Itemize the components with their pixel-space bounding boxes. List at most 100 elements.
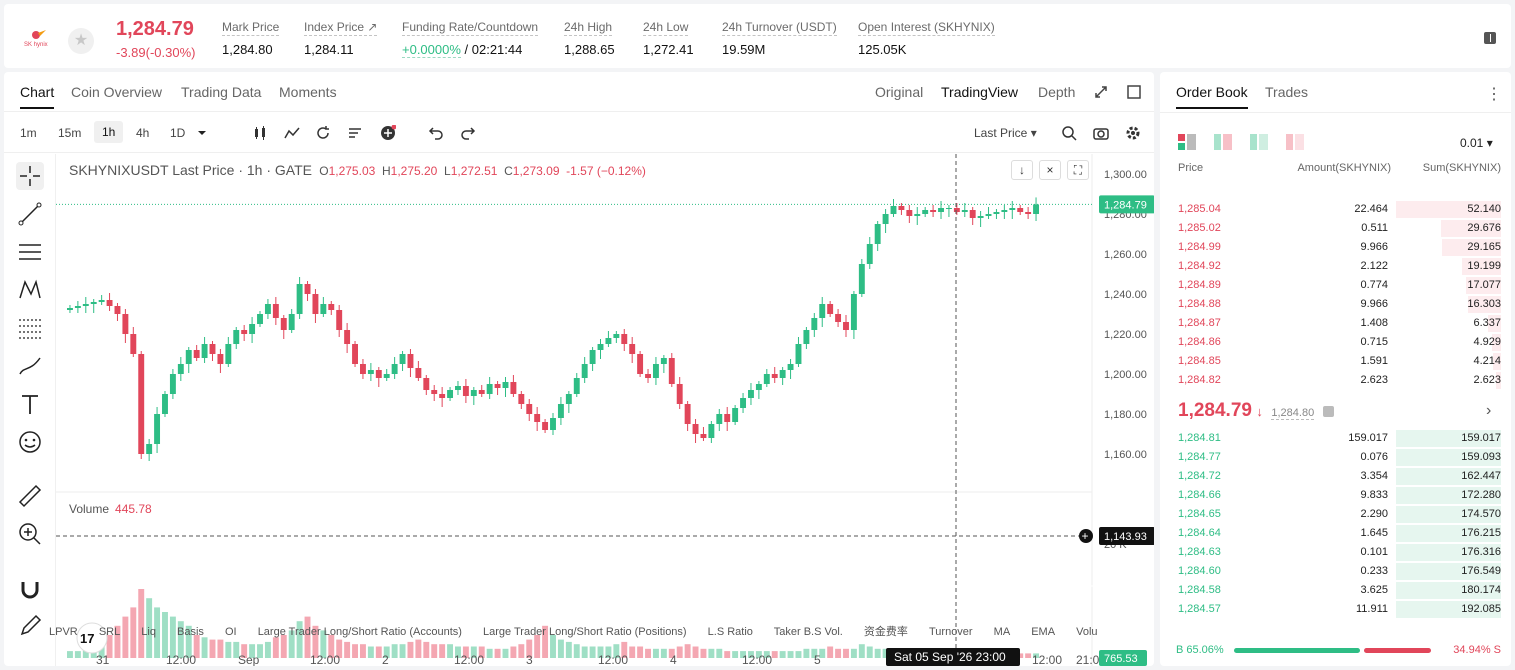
bid-row[interactable]: 1,284.66 9.833 172.280 [1160,486,1511,505]
template-icon[interactable] [347,125,363,141]
bid-row[interactable]: 1,284.64 1.645 176.215 [1160,524,1511,543]
refresh-icon[interactable] [315,125,331,141]
tab-chart[interactable]: Chart [20,84,55,109]
ask-row[interactable]: 1,284.85 1.591 4.214 [1160,352,1511,371]
magnet-tool-icon[interactable] [16,574,44,602]
interval-15m[interactable]: 15m [58,126,82,140]
indicator-icon[interactable] [284,125,300,141]
ask-row[interactable]: 1,285.04 22.464 52.140 [1160,200,1511,219]
indicator-srl[interactable]: SRL [98,626,121,638]
bid-row[interactable]: 1,284.72 3.354 162.447 [1160,467,1511,486]
ask-row[interactable]: 1,284.86 0.715 4.929 [1160,333,1511,352]
ruler-tool-icon[interactable] [16,482,44,510]
ask-price: 1,284.82 [1178,374,1221,386]
favorite-star-icon[interactable]: ★ [68,28,94,54]
interval-1d[interactable]: 1D [170,126,186,140]
indicator-funding-rate[interactable]: 资金费率 [863,626,908,638]
search-icon[interactable] [1061,125,1077,141]
book-green-icon[interactable] [1250,134,1268,150]
interval-4h[interactable]: 4h [136,126,150,140]
candles-icon[interactable] [252,125,268,141]
price-source-select[interactable]: Last Price ▾ [974,126,1037,140]
indicator-volume[interactable]: Volu [1076,626,1098,638]
collapse-button[interactable]: × [1039,160,1061,180]
indicator-basis[interactable]: Basis [177,626,204,638]
view-depth[interactable]: Depth [1038,84,1076,100]
bid-row[interactable]: 1,284.58 3.625 180.174 [1160,581,1511,600]
bid-row[interactable]: 1,284.81 159.017 159.017 [1160,429,1511,448]
buy-ratio-bar [1234,648,1360,653]
tab-trades[interactable]: Trades [1265,84,1309,100]
fib-tool-icon[interactable] [16,314,44,342]
zoom-in-tool-icon[interactable] [16,520,44,548]
ask-row[interactable]: 1,285.02 0.511 29.676 [1160,219,1511,238]
undo-icon[interactable] [428,125,444,141]
add-indicator-icon[interactable] [380,125,396,141]
volume-bar [803,648,810,658]
book-icon[interactable] [1482,30,1498,46]
bid-row[interactable]: 1,284.63 0.101 176.316 [1160,543,1511,562]
text-tool-icon[interactable] [16,390,44,418]
view-original[interactable]: Original [875,84,924,100]
ask-row[interactable]: 1,284.87 1.408 6.337 [1160,314,1511,333]
window-icon[interactable] [1126,84,1142,100]
view-tradingview[interactable]: TradingView [941,84,1019,100]
tab-coin-overview[interactable]: Coin Overview [71,84,163,100]
price-chart[interactable]: 1,300.001,280.001,260.001,240.001,220.00… [56,154,1154,666]
tab-trading-data[interactable]: Trading Data [181,84,262,100]
indicator-lt-accounts[interactable]: Large Trader Long/Short Ratio (Accounts) [257,626,462,638]
precision-select[interactable]: 0.01 ▾ [1460,136,1493,150]
redo-icon[interactable] [460,125,476,141]
indicator-ma[interactable]: MA [993,626,1011,638]
interval-1h[interactable]: 1h [94,121,124,143]
indicator-taker-vol[interactable]: Taker B.S Vol. [773,626,843,638]
book-both-icon[interactable] [1178,134,1196,150]
indicator-lpvr[interactable]: LPVR [49,626,78,638]
indicator-oi[interactable]: OI [225,626,237,638]
bid-row[interactable]: 1,284.65 2.290 174.570 [1160,505,1511,524]
bid-row[interactable]: 1,284.60 0.233 176.549 [1160,562,1511,581]
indicator-liq[interactable]: Liq [141,626,156,638]
camera-icon[interactable] [1093,125,1109,141]
crosshair-tool-icon[interactable] [16,162,44,190]
bid-row[interactable]: 1,284.57 11.911 192.085 [1160,600,1511,619]
mid-price[interactable]: 1,284.79 ↓ 1,284.80 [1178,400,1334,422]
chevron-down-icon[interactable] [196,127,208,139]
stat-label[interactable]: Funding Rate/Countdown [402,20,539,36]
stat-label[interactable]: Mark Price [222,20,280,36]
more-vertical-icon[interactable]: ⋮ [1486,86,1502,103]
indicator-ls-ratio[interactable]: L.S Ratio [707,626,753,638]
candle-body [67,308,73,310]
stat-label[interactable]: Open Interest (SKHYNIX) [858,20,995,36]
pattern-tool-icon[interactable] [16,276,44,304]
book-asks-icon[interactable] [1286,134,1304,150]
bid-price: 1,284.64 [1178,527,1221,539]
ask-row[interactable]: 1,284.89 0.774 17.077 [1160,276,1511,295]
expand-icon[interactable] [1093,84,1109,100]
book-bids-icon[interactable] [1214,134,1232,150]
fullscreen-button[interactable]: ⛶ [1067,160,1089,180]
ask-row[interactable]: 1,284.99 9.966 29.165 [1160,238,1511,257]
tab-moments[interactable]: Moments [279,84,337,100]
stat-label[interactable]: 24h Turnover (USDT) [722,20,837,36]
emoji-tool-icon[interactable] [16,428,44,456]
indicator-lt-positions[interactable]: Large Trader Long/Short Ratio (Positions… [482,626,687,638]
ask-row[interactable]: 1,284.88 9.966 16.303 [1160,295,1511,314]
tab-order-book[interactable]: Order Book [1176,84,1248,109]
brush-tool-icon[interactable] [16,352,44,380]
funding-rate-value[interactable]: +0.0000% [402,42,461,58]
trend-line-tool-icon[interactable] [16,200,44,228]
volume-bar [225,641,232,658]
bid-row[interactable]: 1,284.77 0.076 159.093 [1160,448,1511,467]
horizontal-lines-tool-icon[interactable] [16,238,44,266]
indicator-ema[interactable]: EMA [1031,626,1056,638]
stat-label[interactable]: Index Price ↗ [304,20,378,36]
pencil-tool-icon[interactable] [16,612,44,640]
ask-row[interactable]: 1,284.92 2.122 19.199 [1160,257,1511,276]
ask-row[interactable]: 1,284.82 2.623 2.623 [1160,371,1511,390]
scroll-down-button[interactable]: ↓ [1011,160,1033,180]
interval-1m[interactable]: 1m [20,126,37,140]
indicator-turnover[interactable]: Turnover [928,626,973,638]
chevron-right-icon[interactable]: › [1486,402,1492,419]
gear-icon[interactable] [1125,125,1141,141]
